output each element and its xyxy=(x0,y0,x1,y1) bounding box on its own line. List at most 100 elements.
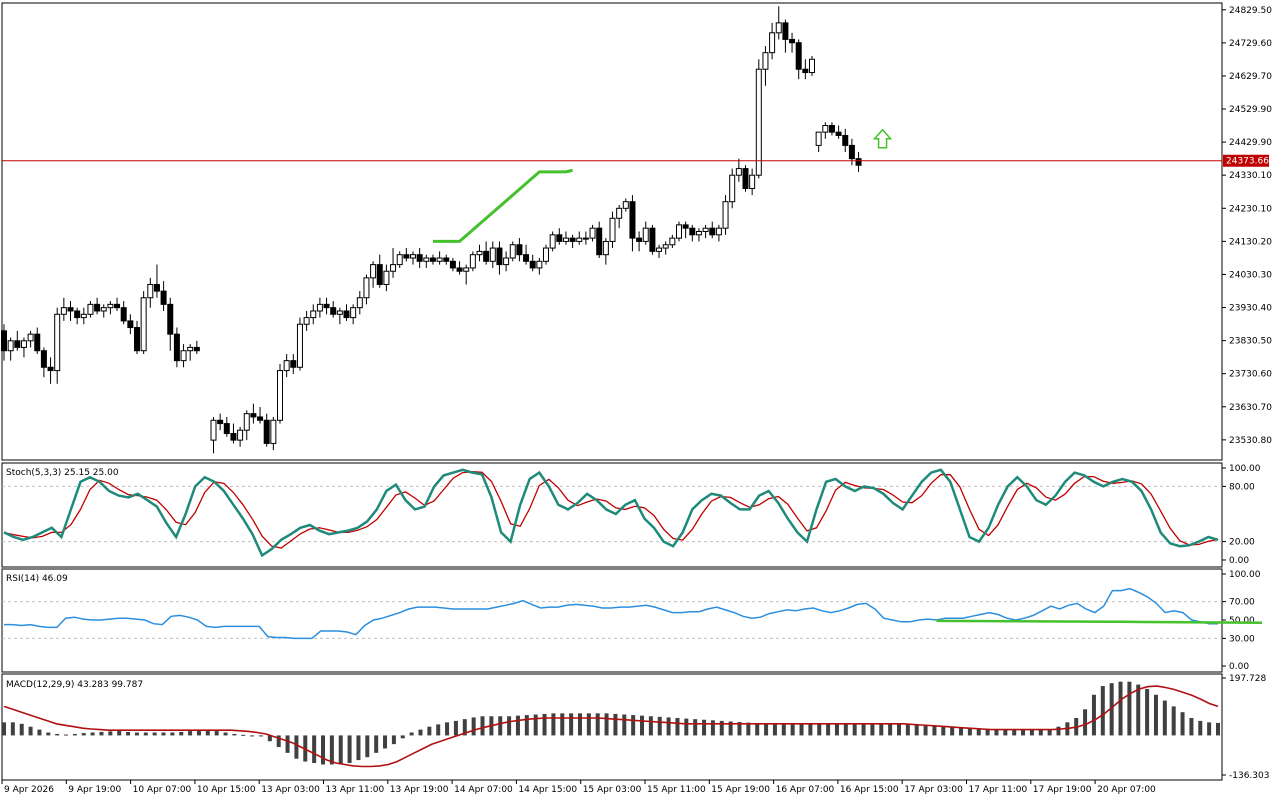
macd-histogram-bar xyxy=(427,726,432,736)
candle xyxy=(80,307,87,325)
bullish-candle-body xyxy=(722,201,729,229)
macd-histogram-bar xyxy=(693,719,698,736)
candle xyxy=(283,354,290,378)
macd-label: MACD(12,29,9) 43.283 99.787 xyxy=(6,680,143,690)
macd-histogram-bar xyxy=(1216,722,1220,736)
bearish-candle-body xyxy=(160,290,167,305)
macd-histogram-bar xyxy=(932,726,937,736)
candle xyxy=(795,39,802,80)
bullish-candle-body xyxy=(769,32,776,54)
axis-tick-label: 70.00 xyxy=(1229,598,1255,608)
macd-histogram-bar xyxy=(356,735,361,761)
macd-histogram-bar xyxy=(790,724,795,736)
candle xyxy=(742,165,749,192)
macd-histogram-bar xyxy=(1136,684,1141,736)
bullish-candle-body xyxy=(187,346,194,352)
candle xyxy=(343,304,350,321)
candle xyxy=(390,248,397,278)
stochastic-label: Stoch(5,3,3) 25.15 25.00 xyxy=(6,468,119,478)
bullish-candle-body xyxy=(822,125,829,133)
bullish-candle-body xyxy=(735,168,742,176)
candle xyxy=(496,241,503,275)
macd-histogram-bar xyxy=(675,717,680,736)
time-tick-label: 9 Apr 19:00 xyxy=(68,785,121,795)
bearish-candle-body xyxy=(516,244,523,256)
candle xyxy=(330,301,337,318)
macd-histogram-bar xyxy=(1083,709,1088,736)
bearish-candle-body xyxy=(120,307,127,322)
macd-histogram-bar xyxy=(985,729,990,736)
macd-histogram-bar xyxy=(329,735,334,765)
macd-histogram-bar xyxy=(1003,729,1008,736)
macd-histogram-bar xyxy=(799,724,804,736)
candle xyxy=(94,297,101,315)
macd-histogram-bar xyxy=(826,724,831,736)
bearish-candle-body xyxy=(556,234,563,242)
axis-tick-label: -136.303 xyxy=(1229,771,1269,781)
candle xyxy=(782,19,789,53)
time-tick-label: 13 Apr 03:00 xyxy=(261,785,320,795)
bullish-candle-body xyxy=(54,313,61,372)
candle xyxy=(769,22,776,60)
bullish-candle-body xyxy=(489,247,496,262)
macd-histogram-bar xyxy=(684,718,689,736)
bearish-candle-body xyxy=(483,250,490,262)
macd-histogram-bar xyxy=(994,729,999,736)
macd-histogram-bar xyxy=(365,735,370,758)
price-tick-label: 24130.20 xyxy=(1229,237,1272,247)
bearish-candle-body xyxy=(828,125,835,133)
macd-histogram-bar xyxy=(462,719,467,736)
bullish-candle-body xyxy=(20,340,27,348)
candle xyxy=(569,234,576,249)
price-tick-label: 24330.10 xyxy=(1229,171,1272,181)
bullish-candle-body xyxy=(669,237,676,246)
candle xyxy=(217,413,224,431)
bullish-candle-body xyxy=(509,244,516,259)
macd-histogram-bar xyxy=(1189,717,1194,736)
bullish-candle-body xyxy=(642,227,649,242)
time-tick-label: 15 Apr 03:00 xyxy=(583,785,642,795)
bearish-candle-body xyxy=(127,320,134,329)
candle xyxy=(636,231,643,252)
candle xyxy=(237,426,244,447)
bearish-candle-body xyxy=(323,303,330,309)
candle xyxy=(576,231,583,245)
macd-histogram-bar xyxy=(170,732,175,736)
rsi-trend-line xyxy=(936,619,1263,625)
candle xyxy=(602,238,609,265)
macd-histogram-bar xyxy=(480,716,485,736)
bullish-candle-body xyxy=(100,307,107,312)
macd-histogram-bar xyxy=(10,722,15,736)
bullish-candle-body xyxy=(140,297,147,352)
macd-histogram-bar xyxy=(72,733,77,736)
price-tick-label: 24429.90 xyxy=(1229,138,1272,148)
time-axis: 9 Apr 2026 9 Apr 19:00 10 Apr 07:00 10 Apr … xyxy=(1,780,1156,795)
macd-histogram-bar xyxy=(1047,729,1052,736)
candle xyxy=(656,244,663,258)
candle xyxy=(789,32,796,53)
bullish-candle-body xyxy=(396,254,403,266)
macd-histogram-bar xyxy=(143,732,148,736)
candle xyxy=(549,231,556,252)
macd-histogram-bar xyxy=(276,735,281,748)
buy-arrow-icon xyxy=(872,128,893,149)
time-tick-label: 17 Apr 19:00 xyxy=(1033,785,1092,795)
time-tick-label: 17 Apr 03:00 xyxy=(904,785,963,795)
bearish-candle-body xyxy=(569,237,576,242)
macd-histogram-bar xyxy=(1100,686,1105,736)
candle xyxy=(27,330,34,348)
bullish-candle-body xyxy=(622,201,629,209)
bullish-candle-body xyxy=(436,257,443,262)
candle xyxy=(410,251,416,265)
macd-histogram-bar xyxy=(967,728,972,736)
axis-tick-label: 20.00 xyxy=(1229,538,1255,548)
time-tick-label: 13 Apr 19:00 xyxy=(390,785,449,795)
candle xyxy=(257,407,264,424)
current-price-value: 24373.66 xyxy=(1226,157,1269,167)
macd-histogram-bar xyxy=(551,713,556,736)
candle xyxy=(14,330,21,351)
up-arrow-shape xyxy=(872,128,893,149)
bullish-candle-body xyxy=(363,277,370,299)
macd-histogram-bar xyxy=(391,735,396,745)
macd-histogram-bar xyxy=(64,734,69,736)
